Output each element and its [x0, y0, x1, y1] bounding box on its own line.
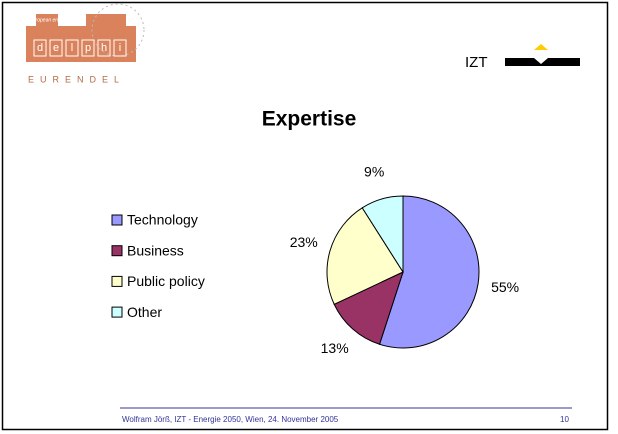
org-mark [534, 44, 548, 50]
data-label: 13% [321, 340, 349, 356]
pie-slice [361, 195, 404, 274]
logo-letter-box [33, 39, 47, 57]
logo-letter-box [65, 39, 79, 57]
legend-swatch [111, 275, 123, 287]
legend-label: Technology [127, 212, 198, 228]
logo-letter-box [81, 39, 95, 57]
logo-letter-box [49, 39, 63, 57]
data-label: 55% [491, 279, 519, 295]
logo-letter: p [85, 42, 91, 54]
legend-swatch [111, 214, 123, 226]
legend-swatch [111, 306, 123, 318]
org-name: IZT [465, 54, 488, 71]
pie-slice [378, 195, 480, 349]
legend-label: Public policy [127, 273, 205, 289]
pie-slice [326, 207, 404, 306]
data-label: 23% [290, 234, 318, 250]
legend-label: Business [127, 242, 184, 258]
footer: Wolfram Jörß, IZT - Energie 2050, Wien, … [122, 415, 339, 424]
logo-letter: l [71, 42, 73, 54]
logo-block [86, 14, 126, 26]
page-number: 10 [560, 415, 569, 424]
logo-bottom: EURENDEL [28, 74, 125, 84]
logo-letter-box [113, 39, 127, 57]
logo-letter: e [53, 42, 59, 54]
legend-label: Other [127, 304, 162, 320]
logo-letter: h [101, 42, 107, 54]
logo-block [36, 14, 58, 26]
chart-title: Expertise [262, 108, 357, 131]
logo-letter: d [37, 42, 43, 54]
logo-letter: i [119, 42, 121, 54]
slide-border [1, 1, 609, 431]
org-notch [534, 58, 548, 64]
data-label: 9% [364, 163, 384, 179]
logo-top: european energy [30, 17, 68, 23]
legend-swatch [111, 245, 123, 257]
pie-slice [333, 271, 404, 345]
logo-letter-box [97, 39, 111, 57]
